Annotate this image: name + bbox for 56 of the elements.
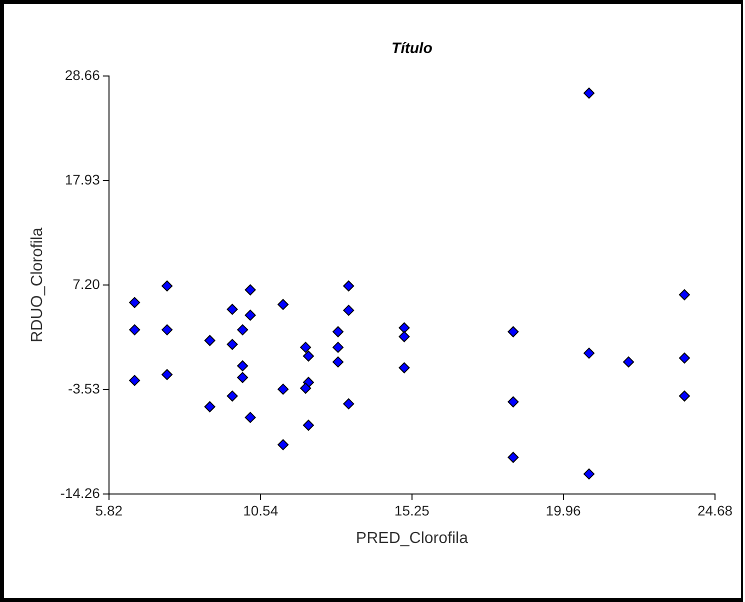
point xyxy=(129,297,140,308)
point xyxy=(162,324,173,336)
point xyxy=(343,280,354,292)
point xyxy=(129,374,140,386)
point xyxy=(508,452,519,463)
point xyxy=(584,348,595,359)
point xyxy=(584,468,595,480)
y-tick-label: 7.20 xyxy=(72,276,100,292)
point xyxy=(237,360,248,372)
x-tick-label: 10.54 xyxy=(243,502,278,518)
point xyxy=(226,304,238,315)
point xyxy=(343,304,354,316)
point xyxy=(623,356,634,368)
point xyxy=(244,284,256,296)
point xyxy=(343,398,354,410)
point xyxy=(300,342,312,353)
point xyxy=(302,350,314,362)
point xyxy=(237,324,248,336)
point xyxy=(508,396,519,408)
y-tick-label: -14.26 xyxy=(60,484,100,501)
point xyxy=(678,352,690,364)
point xyxy=(398,331,410,342)
point xyxy=(244,412,256,423)
point xyxy=(398,362,410,374)
point xyxy=(204,335,216,346)
y-axis-title: RDUO_Clorofila xyxy=(29,228,46,342)
point xyxy=(162,369,173,380)
point xyxy=(398,322,410,334)
point xyxy=(237,372,248,384)
point xyxy=(332,326,344,338)
point xyxy=(278,384,289,395)
point xyxy=(678,390,690,402)
point xyxy=(204,401,216,412)
point xyxy=(332,356,344,368)
chart-title: Título xyxy=(392,40,432,58)
point xyxy=(278,439,289,450)
x-axis-title: PRED_Clorofila xyxy=(356,530,468,547)
point xyxy=(278,298,289,310)
y-tick-label: 28.66 xyxy=(64,66,100,83)
point xyxy=(678,289,690,300)
y-tick-label: 17.93 xyxy=(64,171,100,188)
x-tick-label: 15.25 xyxy=(394,502,430,518)
point xyxy=(129,324,140,336)
point xyxy=(508,326,519,338)
point xyxy=(584,88,595,99)
point xyxy=(244,310,256,321)
point xyxy=(300,382,312,394)
x-tick-label: 19.96 xyxy=(546,502,582,518)
point xyxy=(332,342,344,353)
x-tick-label: 24.68 xyxy=(697,502,733,518)
x-tick-label: 5.82 xyxy=(95,502,123,518)
y-tick-label: -3.53 xyxy=(68,380,100,396)
point xyxy=(226,390,238,402)
point xyxy=(226,338,238,350)
point xyxy=(162,280,173,292)
point xyxy=(302,420,314,431)
